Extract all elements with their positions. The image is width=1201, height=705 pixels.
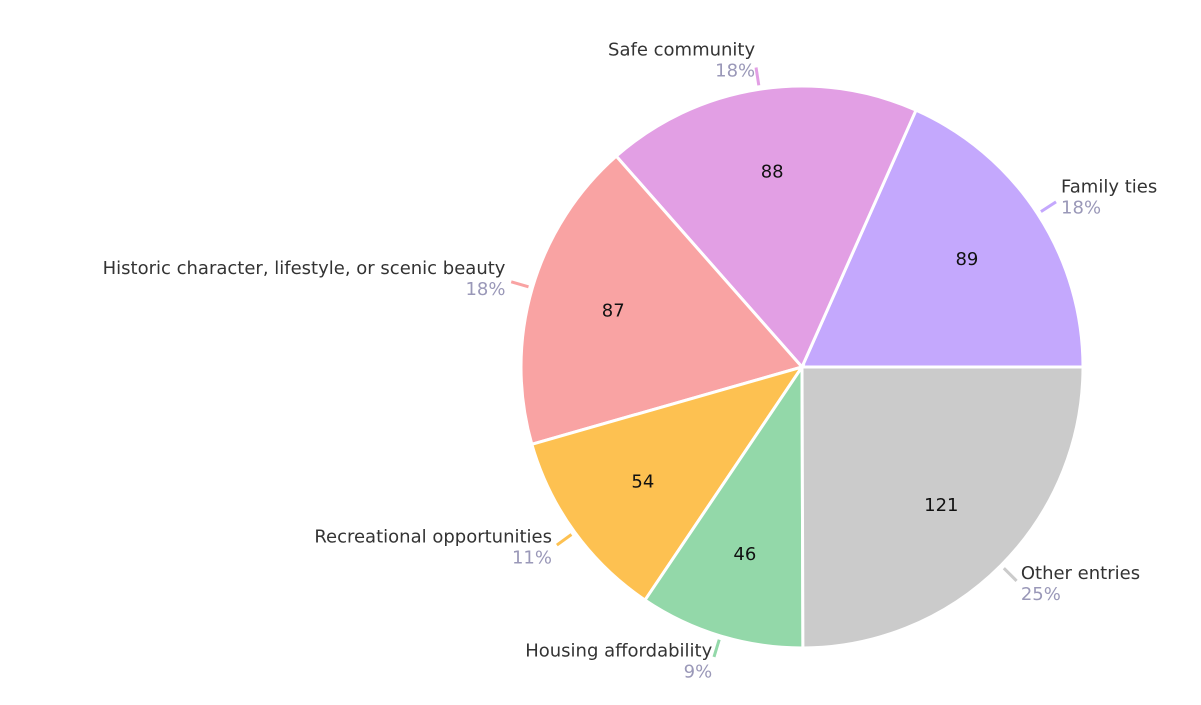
slice-percent: 9% (684, 662, 713, 683)
leader-line (510, 280, 529, 289)
slice-value: 88 (761, 162, 784, 183)
slice-label: Housing affordability (525, 641, 712, 662)
slice-percent: 11% (512, 548, 552, 569)
leader-line (1002, 567, 1018, 582)
leader-line (1040, 200, 1057, 213)
slice-label: Historic character, lifestyle, or scenic… (103, 258, 506, 279)
pie-slice (529, 364, 806, 603)
pie-slice (799, 108, 1085, 369)
slice-percent: 25% (1021, 584, 1061, 605)
slice-percent: 18% (715, 61, 755, 82)
slice-value: 87 (602, 301, 625, 322)
slice-value: 54 (631, 472, 654, 493)
slice-label: Family ties (1061, 177, 1157, 198)
pie-slice (642, 362, 805, 650)
slice-value: 89 (955, 249, 978, 270)
slice-value: 46 (733, 544, 756, 565)
pie-slice (519, 154, 805, 447)
leader-line (712, 639, 721, 658)
slice-percent: 18% (465, 279, 505, 300)
slice-label: Safe community (608, 40, 755, 61)
slice-percent: 18% (1061, 198, 1101, 219)
leader-line (555, 533, 573, 547)
slice-label: Other entries (1021, 563, 1140, 584)
pie-slice (614, 84, 918, 370)
leader-line (754, 67, 761, 86)
pie-slice (800, 365, 1085, 650)
slice-label: Recreational opportunities (314, 527, 552, 548)
slice-value: 121 (924, 495, 958, 516)
